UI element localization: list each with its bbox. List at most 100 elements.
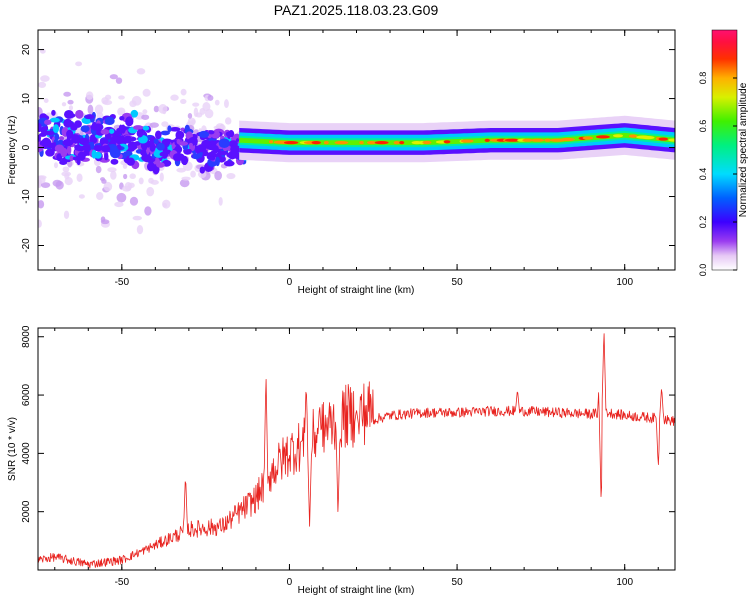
spectrogram-ytick-label: -20 <box>21 238 32 253</box>
spectrogram-blob <box>115 77 123 84</box>
spectrogram-blob <box>45 148 55 157</box>
spectrogram-blob <box>149 142 156 152</box>
spectrogram-blob <box>125 116 134 127</box>
spectrogram-xlabel: Height of straight line (km) <box>298 285 415 296</box>
spectrogram-blob <box>74 120 82 128</box>
colorbar-tick-label: 0.4 <box>698 168 708 181</box>
spectrogram-xtick-label: 100 <box>616 277 633 288</box>
spectrogram-blob <box>38 134 41 142</box>
spectrogram-blob <box>92 145 104 152</box>
spectrogram-blob <box>172 153 183 162</box>
spectrogram-blob <box>161 121 169 127</box>
spectrogram-blob <box>184 124 190 133</box>
colorbar: 0.0 0.2 0.4 0.6 0.8 Normalized spectral ampl… <box>698 29 749 277</box>
spectrogram-blob <box>58 136 65 141</box>
spectrogram-blob <box>53 162 59 169</box>
spectrogram-blob <box>136 68 146 75</box>
spectrogram-hotspot <box>334 141 349 145</box>
colorbar-label: Normalized spectral amplitude <box>738 82 749 217</box>
spectrogram-blob <box>102 99 113 106</box>
spectrogram-blob <box>64 109 74 119</box>
spectrogram-blob <box>129 100 137 108</box>
spectrogram-blob <box>136 225 144 235</box>
spectrogram-blob <box>117 107 126 116</box>
spectrogram-blob <box>129 173 136 180</box>
spectrogram-blob <box>146 186 155 197</box>
spectrogram-blob <box>223 160 235 167</box>
spectrogram-blob <box>54 133 60 141</box>
spectrogram-blob <box>38 181 41 187</box>
spectrogram-hotspot <box>628 134 638 138</box>
spectrogram-blob <box>215 156 220 167</box>
spectrogram-blob <box>144 206 152 216</box>
spectrogram-hotspot <box>366 141 377 145</box>
spectrogram-blob <box>153 138 159 144</box>
spectrogram-blob <box>138 177 144 185</box>
spectrogram-blob <box>38 145 44 152</box>
spectrogram-blob <box>66 145 72 155</box>
spectrogram-hotspot <box>268 140 274 144</box>
spectrogram-blob <box>213 125 223 130</box>
colorbar-gradient <box>711 29 738 271</box>
spectrogram-blob <box>116 192 127 203</box>
spectrogram-blob <box>161 138 171 146</box>
spectrogram-blob <box>150 179 159 185</box>
spectrogram-blob <box>95 165 102 174</box>
spectrogram-blob <box>85 91 94 100</box>
spectrogram-blob <box>140 149 147 156</box>
spectrogram-blob <box>204 108 214 119</box>
spectrogram-blob <box>75 61 83 67</box>
spectrogram-blob <box>82 144 93 151</box>
spectrogram-blob <box>169 126 181 132</box>
colorbar-ticks: 0.0 0.2 0.4 0.6 0.8 <box>698 72 737 277</box>
spectrogram-blob <box>159 172 164 182</box>
spectrogram-blob <box>132 125 144 130</box>
spectrogram-blob <box>226 172 236 180</box>
spectrogram-blob <box>51 109 56 116</box>
spectrogram-blob <box>75 109 84 119</box>
spectrogram-blob <box>118 95 125 100</box>
spectrogram-blob <box>212 145 219 154</box>
spectrogram-blob <box>142 125 150 131</box>
spectrogram-blob <box>156 162 165 168</box>
spectrogram-blob <box>181 176 191 181</box>
spectrogram-blob <box>94 104 104 115</box>
spectrogram-blob <box>170 94 179 101</box>
snr-ytick-label: 6000 <box>21 384 32 407</box>
spectrogram-blob <box>176 167 187 173</box>
colorbar-tick-label: 0.0 <box>698 264 708 277</box>
spectrogram-hotspot <box>530 138 545 142</box>
spectrogram-blob <box>78 137 90 146</box>
spectrogram-blob <box>208 130 215 135</box>
colorbar-tick-label: 0.6 <box>698 120 708 133</box>
spectrogram-ytick-label: 0 <box>21 144 32 150</box>
spectrogram-blob <box>90 123 100 131</box>
spectrogram-blob <box>123 135 133 144</box>
spectrogram-blob <box>100 219 110 225</box>
colorbar-tick-label: 0.8 <box>698 72 708 85</box>
spectrogram-blob <box>141 154 152 162</box>
spectrogram-hotspot <box>460 139 474 143</box>
snr-xtick-label: 50 <box>452 577 464 588</box>
spectrogram-blob <box>224 99 229 109</box>
spectrogram-axes: -50 0 50 100 -20 -10 0 10 20 <box>21 30 675 288</box>
spectrogram-blob <box>85 114 95 120</box>
spectrogram-blob <box>180 98 187 104</box>
spectrogram-blob <box>214 99 220 106</box>
spectrogram-blob <box>38 81 47 89</box>
spectrogram-hotspot <box>374 141 389 145</box>
figure-title: PAZ1.2025.118.03.23.G09 <box>274 2 439 18</box>
spectrogram-blob <box>130 109 139 118</box>
snr-ytick-label: 8000 <box>21 325 32 348</box>
spectrogram-hotspot <box>595 135 610 139</box>
spectrogram-blob <box>71 136 77 143</box>
spectrogram-blob <box>187 112 193 119</box>
spectrogram-hotspot <box>422 140 432 145</box>
spectrogram-blob <box>59 160 68 165</box>
snr-ytick-label: 2000 <box>21 500 32 523</box>
spectrogram-blob <box>154 130 162 140</box>
spectrogram-ytick-label: -10 <box>21 189 32 204</box>
spectrogram-blob <box>103 181 113 192</box>
snr-frame <box>37 327 676 571</box>
spectrogram-blob <box>78 194 85 199</box>
